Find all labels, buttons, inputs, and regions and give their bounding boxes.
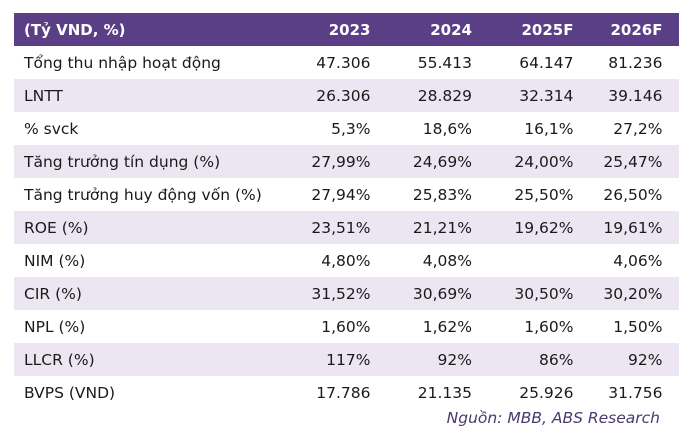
cell-value: 92% [437, 350, 472, 369]
cell-value: 81.236 [608, 53, 663, 72]
cell-value: 25,47% [603, 152, 663, 171]
cell-value: 4,80% [321, 251, 371, 270]
row-label: % svck [24, 119, 79, 138]
cell-value: 86% [539, 350, 574, 369]
cell-value: 25.926 [519, 383, 574, 402]
table-row: LLCR (%) 117% 92% 86% 92% [14, 343, 679, 376]
row-label: NPL (%) [24, 317, 86, 336]
cell-value: 24,69% [412, 152, 472, 171]
cell-value: 4,08% [422, 251, 472, 270]
row-label: ROE (%) [24, 218, 89, 237]
cell-value: 92% [628, 350, 663, 369]
cell-value: 19,62% [514, 218, 574, 237]
cell-value: 30,20% [603, 284, 663, 303]
table-row: Tăng trưởng tín dụng (%) 27,99% 24,69% 2… [14, 145, 679, 178]
cell-value: 30,69% [412, 284, 472, 303]
cell-value: 47.306 [316, 53, 371, 72]
cell-value: 17.786 [316, 383, 371, 402]
cell-value: 27,99% [311, 152, 371, 171]
table-row: Tăng trưởng huy động vốn (%) 27,94% 25,8… [14, 178, 679, 211]
row-label: NIM (%) [24, 251, 86, 270]
cell-value: 27,94% [311, 185, 371, 204]
cell-value: 25,50% [514, 185, 574, 204]
row-label: BVPS (VND) [24, 383, 116, 402]
row-label: Tổng thu nhập hoạt động [24, 53, 221, 72]
cell-value: 4,06% [613, 251, 663, 270]
row-label: LLCR (%) [24, 350, 95, 369]
cell-value: 21,21% [412, 218, 472, 237]
cell-value: 27,2% [613, 119, 663, 138]
cell-value: 1,62% [422, 317, 472, 336]
row-label: CIR (%) [24, 284, 82, 303]
cell-value: 117% [326, 350, 371, 369]
cell-value: 32.314 [519, 86, 574, 105]
table-row: LNTT 26.306 28.829 32.314 39.146 [14, 79, 679, 112]
table-row: % svck 5,3% 18,6% 16,1% 27,2% [14, 112, 679, 145]
row-label: Tăng trưởng huy động vốn (%) [24, 185, 262, 204]
cell-value: 21.135 [417, 383, 472, 402]
cell-value: 28.829 [417, 86, 472, 105]
financial-forecast-table: (Tỷ VND, %) 2023 2024 2025F 2026F Tổng t… [14, 13, 679, 409]
header-year-2025f: 2025F [521, 20, 574, 39]
cell-value: 55.413 [417, 53, 472, 72]
cell-value: 31,52% [311, 284, 371, 303]
table-header-row: (Tỷ VND, %) 2023 2024 2025F 2026F [14, 13, 679, 46]
source-note: Nguồn: MBB, ABS Research [446, 409, 660, 427]
cell-value: 18,6% [422, 119, 472, 138]
cell-value: 23,51% [311, 218, 371, 237]
cell-value: 26,50% [603, 185, 663, 204]
cell-value: 30,50% [514, 284, 574, 303]
header-year-2026f: 2026F [610, 20, 663, 39]
table-row: CIR (%) 31,52% 30,69% 30,50% 30,20% [14, 277, 679, 310]
cell-value: 1,50% [613, 317, 663, 336]
row-label: Tăng trưởng tín dụng (%) [24, 152, 221, 171]
cell-value: 39.146 [608, 86, 663, 105]
cell-value: 1,60% [321, 317, 371, 336]
table-row: NPL (%) 1,60% 1,62% 1,60% 1,50% [14, 310, 679, 343]
cell-value: 26.306 [316, 86, 371, 105]
header-year-2024: 2024 [430, 20, 472, 39]
cell-value: 16,1% [524, 119, 574, 138]
cell-value: 31.756 [608, 383, 663, 402]
cell-value: 5,3% [331, 119, 371, 138]
cell-value: 64.147 [519, 53, 574, 72]
table-row: BVPS (VND) 17.786 21.135 25.926 31.756 [14, 376, 679, 409]
table-row: ROE (%) 23,51% 21,21% 19,62% 19,61% [14, 211, 679, 244]
table-row: NIM (%) 4,80% 4,08% 4,06% [14, 244, 679, 277]
table-row: Tổng thu nhập hoạt động 47.306 55.413 64… [14, 46, 679, 79]
cell-value: 1,60% [524, 317, 574, 336]
cell-value: 24,00% [514, 152, 574, 171]
cell-value: 25,83% [412, 185, 472, 204]
header-year-2023: 2023 [328, 20, 371, 39]
header-unit-label: (Tỷ VND, %) [24, 20, 126, 39]
row-label: LNTT [24, 86, 63, 105]
cell-value: 19,61% [603, 218, 663, 237]
